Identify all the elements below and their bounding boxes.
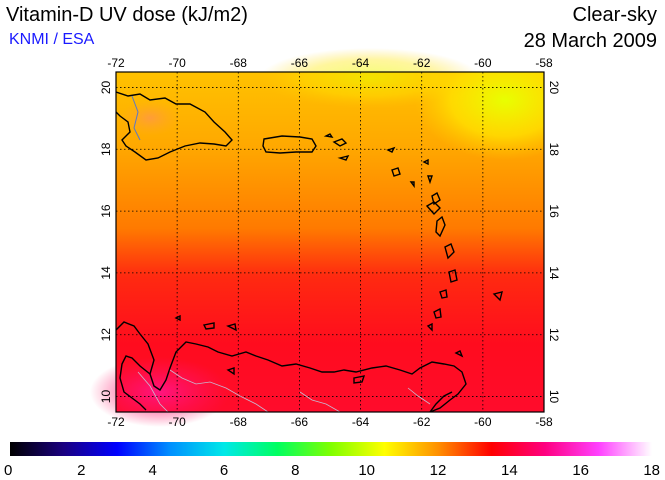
coast-island-k xyxy=(435,215,446,238)
coast-island-h xyxy=(427,175,433,185)
uv-haze xyxy=(120,100,180,136)
coast-island-n xyxy=(439,289,448,299)
colorbar-tick-label: 6 xyxy=(220,462,228,479)
colorbar-labels: 0 2 4 6 8 10 12 14 16 18 xyxy=(4,462,660,479)
coast-island-s xyxy=(202,322,215,330)
lon-tick-label-top: -68 xyxy=(230,56,248,70)
lon-tick-label-bottom: -62 xyxy=(413,415,431,429)
coast-island-o xyxy=(433,307,442,319)
lat-tick-label-right: 14 xyxy=(547,266,561,280)
lat-tick-label-right: 20 xyxy=(547,81,561,95)
coast-island-g xyxy=(422,158,429,166)
latitude-labels-left: 20 18 16 14 12 10 xyxy=(99,80,113,403)
lon-tick-label-top: -62 xyxy=(413,56,431,70)
coast-island-e xyxy=(391,167,401,177)
lon-tick-label-top: -66 xyxy=(291,56,309,70)
coast-island-d xyxy=(386,146,396,153)
colorbar-strip xyxy=(10,442,652,456)
coast-island-w xyxy=(454,350,464,358)
coast-island-i xyxy=(431,191,441,206)
colorbar: 0 2 4 6 8 10 12 14 16 18 xyxy=(4,442,660,479)
date-label: 28 March 2009 xyxy=(523,30,657,52)
colorbar-tick-label: 2 xyxy=(77,462,85,479)
coastlines xyxy=(116,91,503,412)
lon-tick-label-bottom: -70 xyxy=(168,415,186,429)
lat-tick-label-right: 16 xyxy=(547,204,561,218)
lon-tick-label-bottom: -58 xyxy=(535,415,553,429)
lon-tick-label-bottom: -68 xyxy=(230,415,248,429)
colorbar-tick-label: 0 xyxy=(4,462,12,479)
longitude-labels-top: -72 -70 -68 -66 -64 -62 -60 -58 xyxy=(107,56,553,70)
coast-island-m xyxy=(448,269,458,283)
coast-island-v xyxy=(353,375,366,384)
coast-island-p xyxy=(426,322,433,332)
coast-south-america xyxy=(116,321,467,412)
colorbar-tick-label: 14 xyxy=(501,462,518,479)
lon-tick-label-bottom: -72 xyxy=(107,415,125,429)
coast-puerto-rico xyxy=(262,135,317,154)
colorbar-tick-label: 10 xyxy=(358,462,375,479)
coast-island-c xyxy=(337,154,350,161)
coast-island-f xyxy=(409,181,415,189)
map-frame: -72 -70 -68 -66 -64 -62 -60 -58 -72 -70 -68 -66 -64… xyxy=(90,48,561,429)
lon-tick-label-top: -60 xyxy=(474,56,492,70)
lat-tick-label-left: 18 xyxy=(99,142,113,156)
lon-tick-label-top: -72 xyxy=(107,56,125,70)
latitude-labels-right: 20 18 16 14 12 10 xyxy=(547,81,561,404)
map-border xyxy=(115,71,545,413)
lat-tick-label-right: 10 xyxy=(547,390,561,404)
colorbar-tick-label: 12 xyxy=(430,462,447,479)
lat-tick-label-left: 14 xyxy=(99,266,113,280)
uv-pink-south xyxy=(90,357,230,427)
sky-condition-label: Clear-sky xyxy=(572,4,657,26)
lon-tick-label-top: -64 xyxy=(352,56,370,70)
coast-hispaniola-inner xyxy=(131,95,141,141)
lat-tick-label-right: 18 xyxy=(547,143,561,157)
coast-island-u xyxy=(226,367,235,376)
lat-tick-label-left: 10 xyxy=(99,390,113,404)
map-title: Vitamin-D UV dose (kJ/m2) xyxy=(6,4,248,26)
uv-high-north xyxy=(260,48,480,108)
coast-island-q xyxy=(492,291,503,302)
lon-tick-label-bottom: -66 xyxy=(291,415,309,429)
lat-tick-label-left: 16 xyxy=(99,204,113,218)
lon-tick-label-top: -58 xyxy=(535,56,553,70)
coast-island-t xyxy=(226,323,237,332)
coast-hispaniola xyxy=(116,91,233,161)
colorbar-tick-label: 16 xyxy=(572,462,589,479)
coast-maracaibo xyxy=(119,355,151,411)
longitude-labels-bottom: -72 -70 -68 -66 -64 -62 -60 -58 xyxy=(107,415,553,429)
colorbar-tick-label: 18 xyxy=(643,462,660,479)
lat-tick-label-left: 12 xyxy=(99,328,113,342)
lat-tick-label-left: 20 xyxy=(99,80,113,94)
coast-island-r xyxy=(174,314,181,322)
borders xyxy=(137,369,431,412)
lon-tick-label-top: -70 xyxy=(168,56,186,70)
lon-tick-label-bottom: -60 xyxy=(474,415,492,429)
coast-paria xyxy=(429,391,453,412)
coast-island-b xyxy=(323,133,334,138)
coast-island-j xyxy=(425,201,441,216)
credit-label: KNMI / ESA xyxy=(9,31,95,48)
colorbar-tick-label: 4 xyxy=(148,462,156,479)
coast-island-l xyxy=(444,243,455,260)
colorbar-tick-label: 8 xyxy=(291,462,299,479)
lat-tick-label-right: 12 xyxy=(547,328,561,342)
lon-tick-label-bottom: -64 xyxy=(352,415,370,429)
coast-island-a xyxy=(332,138,348,147)
